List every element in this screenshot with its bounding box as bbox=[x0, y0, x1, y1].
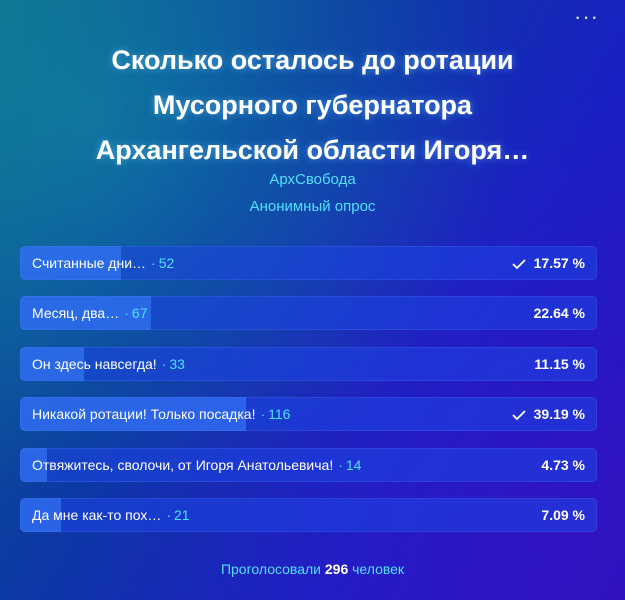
poll-type-label: Анонимный опрос bbox=[249, 198, 376, 215]
poll-option[interactable]: Он здесь навсегда! · 33 11.15 % bbox=[20, 346, 597, 381]
poll-option-votes: 33 bbox=[169, 355, 185, 372]
poll-option-fill bbox=[20, 246, 122, 280]
checkmark-icon bbox=[511, 398, 526, 431]
more-dots-icon[interactable]: ··· bbox=[574, 4, 599, 29]
poll-option-label: Отвяжитесь, сволочи, от Игоря Анатольеви… bbox=[32, 456, 362, 473]
poll-option-text: Считанные дни… bbox=[32, 255, 147, 271]
poll-option-label: Да мне как-то пох… · 21 bbox=[32, 506, 190, 523]
poll-option-fill bbox=[20, 497, 61, 532]
poll-option-result: 22.64 % bbox=[534, 296, 585, 330]
poll-option-votes: 52 bbox=[158, 255, 175, 271]
poll-option-text: Месяц, два… bbox=[32, 305, 120, 322]
poll-option-text: Никакой ротации! Только посадка! bbox=[32, 406, 256, 423]
poll-option[interactable]: Да мне как-то пох… · 21 7.09 % bbox=[20, 497, 597, 532]
poll-option[interactable]: Никакой ротации! Только посадка! · 116 39.… bbox=[20, 397, 597, 432]
poll-total-suffix: человек bbox=[352, 561, 405, 577]
poll-option-percent: 4.73 % bbox=[541, 456, 585, 473]
poll-option-fill bbox=[20, 447, 48, 482]
poll-option-result: 7.09 % bbox=[541, 498, 585, 532]
poll-option-text: Отвяжитесь, сволочи, от Игоря Анатольеви… bbox=[32, 456, 334, 473]
poll-option-votes: 116 bbox=[268, 406, 291, 423]
poll-option-percent: 7.09 % bbox=[541, 506, 585, 523]
checkmark-icon bbox=[511, 247, 526, 280]
poll-option[interactable]: Месяц, два… · 67 22.64 % bbox=[20, 296, 597, 331]
poll-option-text: Он здесь навсегда! bbox=[32, 355, 157, 372]
poll-option[interactable]: Считанные дни… · 52 17.57 % bbox=[20, 246, 597, 280]
poll-option-result: 11.15 % bbox=[534, 347, 585, 381]
poll-option-fill bbox=[20, 397, 247, 432]
poll-option-label: Считанные дни… · 52 bbox=[32, 255, 175, 271]
poll-title-line: Мусорного губернатора bbox=[152, 90, 473, 120]
poll-total-prefix: Проголосовали bbox=[220, 561, 321, 577]
poll-title-line: Сколько осталось до ротации bbox=[111, 45, 514, 75]
poll-author-link[interactable]: АрхСвобода bbox=[269, 171, 356, 188]
poll-title-line: Архангельской области Игоря… bbox=[95, 135, 530, 165]
poll-total-count: 296 bbox=[324, 561, 349, 577]
poll-title: Сколько осталось до ротации Мусорного гу… bbox=[40, 38, 585, 173]
poll-option-votes: 14 bbox=[345, 456, 362, 473]
poll-option-percent: 39.19 % bbox=[533, 406, 585, 423]
poll-total-votes: Проголосовали 296 человек bbox=[0, 561, 625, 577]
poll-option-result: 39.19 % bbox=[511, 397, 585, 431]
poll-option-label: Никакой ротации! Только посадка! · 116 bbox=[32, 406, 291, 423]
poll-option-result: 17.57 % bbox=[511, 246, 585, 280]
poll-option-percent: 17.57 % bbox=[533, 255, 585, 271]
poll-option-percent: 11.15 % bbox=[534, 355, 585, 372]
poll-option-label: Он здесь навсегда! · 33 bbox=[32, 355, 185, 372]
poll-option-result: 4.73 % bbox=[541, 448, 585, 482]
poll-option-fill bbox=[20, 296, 151, 331]
poll-option-votes: 21 bbox=[174, 506, 190, 523]
poll-option[interactable]: Отвяжитесь, сволочи, от Игоря Анатольеви… bbox=[20, 447, 597, 482]
poll-option-label: Месяц, два… · 67 bbox=[32, 305, 148, 322]
poll-option-fill bbox=[20, 346, 85, 381]
poll-options: Считанные дни… · 52 17.57 % Месяц, два… · 67… bbox=[20, 246, 597, 548]
poll-option-percent: 22.64 % bbox=[533, 305, 585, 322]
poll-option-votes: 67 bbox=[131, 305, 148, 322]
poll-option-text: Да мне как-то пох… bbox=[32, 506, 162, 523]
